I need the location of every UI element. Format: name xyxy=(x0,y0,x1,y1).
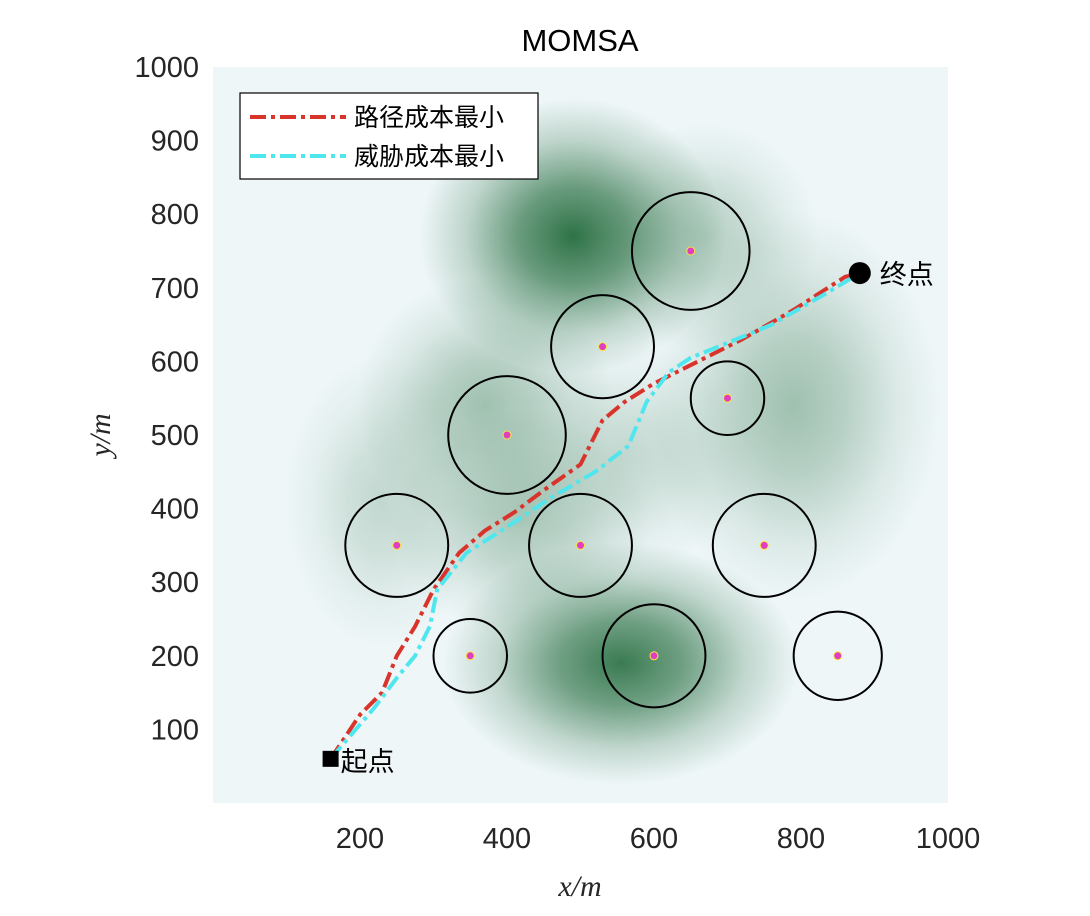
threat-center xyxy=(723,393,732,403)
threat-center xyxy=(576,540,585,550)
x-tick-label: 600 xyxy=(630,823,678,855)
threat-center xyxy=(686,246,696,256)
threat-circle xyxy=(344,492,450,598)
threat-circle xyxy=(601,603,707,709)
threat-field-blob xyxy=(285,355,480,647)
threat-circle xyxy=(689,360,766,437)
y-tick-label: 100 xyxy=(151,714,199,746)
threat-center xyxy=(392,540,402,550)
x-tick-label: 800 xyxy=(777,823,825,855)
y-tick-label: 300 xyxy=(151,567,199,599)
x-tick-label: 400 xyxy=(483,823,531,855)
threat-center xyxy=(833,651,843,661)
y-tick-label: 200 xyxy=(151,641,199,673)
threat-circle xyxy=(528,492,633,598)
threat-circle xyxy=(550,294,655,400)
threat-circle xyxy=(711,492,817,598)
threat-circle xyxy=(630,191,751,311)
threat-center xyxy=(465,651,475,661)
y-axis-label: y/m xyxy=(84,413,117,459)
start-label: 起点 xyxy=(341,747,395,778)
threat-circle xyxy=(447,375,567,495)
y-tick-label: 400 xyxy=(151,494,199,526)
threat-center xyxy=(502,430,512,440)
threat-circle xyxy=(792,610,883,701)
threat-cost-min-line xyxy=(329,271,861,761)
legend-box xyxy=(239,92,539,180)
y-tick-label: 800 xyxy=(151,199,199,231)
legend-label-path-cost: 路径成本最小 xyxy=(354,103,504,132)
threat-circle xyxy=(432,618,508,694)
legend: 路径成本最小 威胁成本最小 xyxy=(239,92,539,180)
threat-field-blob xyxy=(495,343,754,571)
threat-center xyxy=(649,651,659,661)
threat-center xyxy=(759,540,769,550)
x-tick-label: 1000 xyxy=(916,823,981,855)
chart-title: MOMSA xyxy=(521,23,638,58)
x-axis-label: x/m xyxy=(557,870,601,903)
legend-label-threat-cost: 威胁成本最小 xyxy=(354,142,504,171)
y-tick-label: 1000 xyxy=(134,52,199,84)
y-tick-label: 900 xyxy=(151,126,199,158)
start-marker xyxy=(322,750,339,767)
y-tick-label: 500 xyxy=(151,420,199,452)
path-cost-min-line xyxy=(328,271,861,760)
goal-marker xyxy=(848,262,871,285)
y-tick-label: 600 xyxy=(151,346,199,378)
x-tick-label: 200 xyxy=(336,823,384,855)
goal-label: 终点 xyxy=(880,260,934,291)
threat-center xyxy=(598,342,608,352)
y-tick-label: 700 xyxy=(151,273,199,305)
